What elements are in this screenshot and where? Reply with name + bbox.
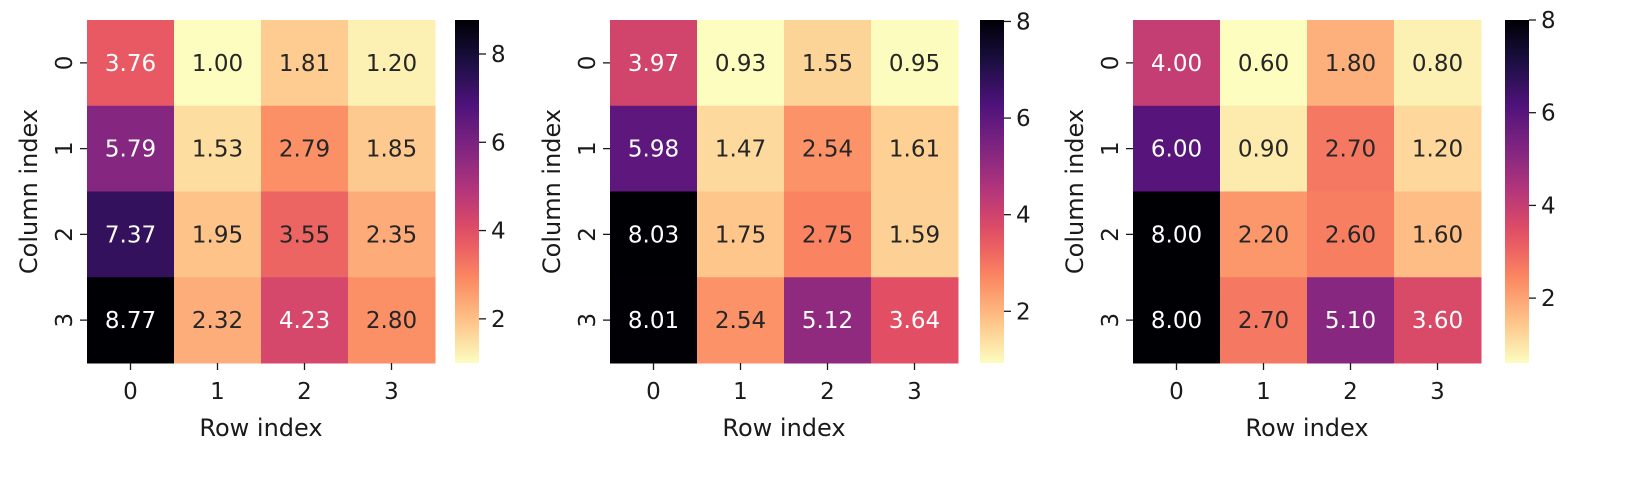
cell-value-label: 5.10 [1325,308,1376,334]
cell-value-label: 8.77 [105,308,156,334]
cell-value-label: 2.54 [715,308,766,334]
cell-value-label: 3.55 [279,222,330,248]
cell-value-label: 3.76 [105,51,156,77]
cell-value-label: 2.54 [802,137,853,163]
cell-value-label: 2.70 [1325,137,1376,163]
colorbar-tick-label: 2 [491,307,506,333]
x-tick-label: 1 [733,379,748,405]
y-tick-label: 1 [1098,141,1124,156]
x-tick-label: 2 [820,379,835,405]
cell-value-label: 1.80 [1325,51,1376,77]
cell-value-label: 8.03 [628,222,679,248]
y-tick-label: 2 [575,227,601,242]
cell-value-label: 1.59 [889,222,940,248]
colorbar-tick-label: 4 [1541,193,1556,219]
colorbar-tick-label: 4 [491,219,506,245]
x-tick-label: 2 [1343,379,1358,405]
cell-value-label: 1.75 [715,222,766,248]
x-tick-label: 0 [1169,379,1184,405]
cell-value-label: 2.80 [366,308,417,334]
cell-value-label: 2.35 [366,222,417,248]
cell-value-label: 0.60 [1238,51,1289,77]
y-axis-label: Column index [538,109,566,274]
cell-value-label: 5.98 [628,137,679,163]
heatmap-panel-3: 4.00 0.60 1.80 0.80 6.00 0.90 2.70 1.20 8.00 2.20… [1061,8,1556,442]
cell-value-label: 1.00 [192,51,243,77]
cell-value-label: 3.64 [889,308,940,334]
cell-value-label: 1.55 [802,51,853,77]
cell-value-label: 5.79 [105,137,156,163]
y-tick-label: 3 [1098,313,1124,328]
heatmap-panel-2: 3.97 0.93 1.55 0.95 5.98 1.47 2.54 1.61 8.03 1.75… [538,9,1031,442]
colorbar [980,20,1004,363]
x-axis-label: Row index [199,414,322,442]
cell-value-label: 8.00 [1151,308,1202,334]
cell-value-label: 1.20 [1412,137,1463,163]
x-tick-label: 3 [907,379,922,405]
cell-value-label: 1.53 [192,137,243,163]
colorbar [1505,20,1529,363]
cell-value-label: 3.97 [628,51,679,77]
x-tick-label: 1 [210,379,225,405]
y-tick-label: 0 [575,56,601,71]
cell-value-label: 7.37 [105,222,156,248]
cell-value-label: 2.20 [1238,222,1289,248]
cell-value-label: 2.75 [802,222,853,248]
x-tick-label: 3 [384,379,399,405]
cell-value-label: 2.60 [1325,222,1376,248]
colorbar-tick-label: 4 [1016,203,1031,229]
y-tick-label: 3 [52,313,78,328]
x-axis-label: Row index [1245,414,1368,442]
colorbar-tick-label: 6 [491,130,506,156]
cell-value-label: 1.81 [279,51,330,77]
cell-value-label: 8.01 [628,308,679,334]
cell-value-label: 8.00 [1151,222,1202,248]
y-tick-label: 2 [1098,227,1124,242]
heatmap-panel-1: 3.76 1.00 1.81 1.20 5.79 1.53 2.79 1.85 7.37 1.95… [15,20,506,442]
cell-value-label: 6.00 [1151,137,1202,163]
cell-value-label: 0.80 [1412,51,1463,77]
cell-value-label: 2.32 [192,308,243,334]
colorbar-tick-label: 6 [1016,106,1031,132]
cell-value-label: 3.60 [1412,308,1463,334]
x-tick-label: 0 [646,379,661,405]
x-axis-label: Row index [722,414,845,442]
cell-value-label: 1.47 [715,137,766,163]
cell-value-label: 1.61 [889,137,940,163]
y-tick-label: 2 [52,227,78,242]
colorbar-tick-label: 8 [1541,8,1556,34]
colorbar [455,20,479,363]
cell-value-label: 1.20 [366,51,417,77]
colorbar-tick-label: 8 [1016,9,1031,35]
cell-value-label: 2.70 [1238,308,1289,334]
colorbar-tick-label: 2 [1016,299,1031,325]
y-tick-label: 1 [575,141,601,156]
cell-value-label: 1.85 [366,137,417,163]
cell-value-label: 0.95 [889,51,940,77]
colorbar-tick-label: 6 [1541,101,1556,127]
cell-value-label: 2.79 [279,137,330,163]
cell-value-label: 4.00 [1151,51,1202,77]
x-tick-label: 0 [123,379,138,405]
y-axis-label: Column index [1061,109,1089,274]
cell-value-label: 4.23 [279,308,330,334]
x-tick-label: 3 [1430,379,1445,405]
cell-value-label: 1.60 [1412,222,1463,248]
cell-value-label: 5.12 [802,308,853,334]
cell-value-label: 0.90 [1238,137,1289,163]
y-axis-label: Column index [15,109,43,274]
x-tick-label: 1 [1256,379,1271,405]
cell-value-label: 0.93 [715,51,766,77]
y-tick-label: 0 [52,56,78,71]
colorbar-tick-label: 8 [491,42,506,68]
y-tick-label: 0 [1098,56,1124,71]
colorbar-tick-label: 2 [1541,286,1556,312]
cell-value-label: 1.95 [192,222,243,248]
y-tick-label: 3 [575,313,601,328]
x-tick-label: 2 [297,379,312,405]
y-tick-label: 1 [52,141,78,156]
